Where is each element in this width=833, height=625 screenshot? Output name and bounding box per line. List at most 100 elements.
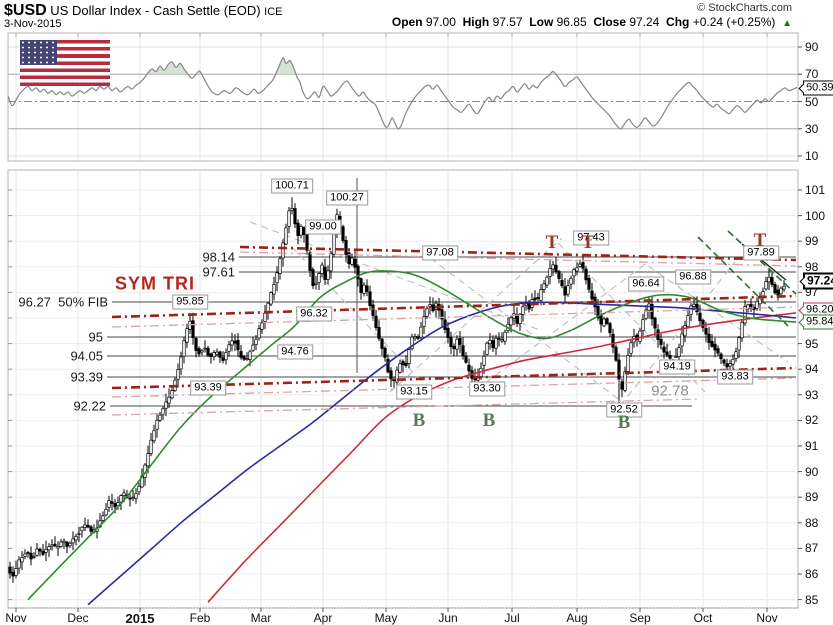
- rsi-overbought-fill: [147, 62, 188, 75]
- candle-body: [167, 396, 171, 404]
- candle-body: [59, 541, 63, 547]
- candle-body: [713, 343, 717, 351]
- candle-body: [365, 285, 369, 292]
- trendline-pink: [239, 251, 797, 267]
- us-flag-canton: [20, 40, 57, 65]
- candle-body: [494, 337, 498, 349]
- candle-body: [626, 355, 630, 372]
- candle-body: [350, 257, 354, 265]
- symbol-label: $USD: [4, 2, 47, 19]
- candle-body: [392, 379, 396, 382]
- candle-body: [200, 349, 204, 353]
- candle-body: [761, 291, 765, 297]
- candle-body: [383, 347, 387, 358]
- candle-body: [128, 497, 132, 500]
- ma-red-line: [207, 312, 797, 603]
- candle-body: [26, 552, 30, 554]
- candle-body: [281, 242, 285, 259]
- candle-body: [416, 336, 420, 339]
- candle-body: [152, 430, 156, 442]
- candle-body: [8, 566, 12, 574]
- change-up-arrow-icon: ▲: [782, 18, 792, 29]
- candle-body: [293, 208, 297, 225]
- trendline-gray: [647, 265, 789, 363]
- candle-body: [686, 315, 690, 327]
- candle-body: [578, 263, 582, 267]
- candle-body: [452, 345, 456, 350]
- candle-body: [209, 353, 213, 357]
- candle-body: [308, 252, 312, 271]
- candle-body: [668, 355, 672, 359]
- candle-body: [665, 351, 669, 356]
- candle-body: [287, 210, 291, 227]
- candle-body: [29, 552, 33, 560]
- candle-body: [488, 339, 492, 345]
- quote-high-label: High: [462, 15, 493, 29]
- candle-body: [368, 291, 372, 307]
- candle-body: [440, 309, 444, 320]
- candle-body: [302, 227, 306, 235]
- candle-body: [587, 277, 591, 290]
- candle-body: [548, 268, 552, 277]
- trendline-pink: [111, 398, 701, 416]
- candle-body: [680, 333, 684, 347]
- candle-body: [560, 279, 564, 287]
- candle-body: [278, 258, 282, 274]
- candle-body: [71, 538, 75, 544]
- candle-body: [734, 351, 738, 359]
- candle-body: [323, 266, 327, 280]
- candle-body: [629, 342, 633, 354]
- candle-body: [233, 340, 237, 344]
- us-flag-image: [20, 40, 110, 86]
- candle-body: [407, 349, 411, 364]
- candle-body: [296, 222, 300, 237]
- candle-body: [386, 358, 390, 373]
- candle-body: [533, 297, 537, 301]
- candle-body: [566, 285, 570, 295]
- candle-body: [542, 283, 546, 290]
- trendline-maroon: [239, 245, 797, 262]
- candle-body: [185, 328, 189, 343]
- rsi-overbought-fill: [275, 57, 296, 75]
- candle-body: [776, 289, 780, 296]
- candle-body: [482, 355, 486, 366]
- candle-body: [212, 352, 216, 358]
- candle-body: [467, 364, 471, 372]
- candle-body: [461, 345, 465, 357]
- candle-body: [374, 315, 378, 328]
- candle-body: [464, 355, 468, 363]
- candle-body: [347, 252, 351, 265]
- candle-body: [101, 515, 105, 521]
- candle-body: [338, 215, 342, 228]
- candle-body: [413, 336, 417, 339]
- candle-body: [737, 337, 741, 351]
- candle-body: [755, 300, 759, 309]
- candle-body: [203, 347, 207, 350]
- candle-body: [284, 227, 288, 245]
- candle-body: [197, 348, 201, 355]
- candle-body: [305, 233, 309, 251]
- candle-body: [257, 328, 261, 339]
- candle-body: [563, 286, 567, 296]
- candle-body: [425, 308, 429, 317]
- candle-body: [53, 543, 57, 547]
- candle-body: [536, 297, 540, 299]
- candle-body: [320, 264, 324, 274]
- candle-body: [446, 327, 450, 339]
- candle-body: [74, 535, 78, 541]
- candle-body: [641, 319, 645, 331]
- trendline-greendash: [697, 236, 789, 327]
- candle-body: [224, 352, 228, 361]
- candle-body: [431, 304, 435, 312]
- candle-body: [599, 314, 603, 325]
- candle-body: [509, 317, 513, 326]
- candle-body: [332, 231, 336, 255]
- candle-body: [206, 347, 210, 356]
- candle-body: [659, 339, 663, 345]
- candle-body: [521, 306, 525, 315]
- candle-body: [674, 356, 678, 358]
- candle-body: [119, 495, 123, 503]
- candle-body: [137, 485, 141, 493]
- quote-open-value: 97.00: [425, 15, 463, 29]
- trendline-pink: [111, 377, 797, 398]
